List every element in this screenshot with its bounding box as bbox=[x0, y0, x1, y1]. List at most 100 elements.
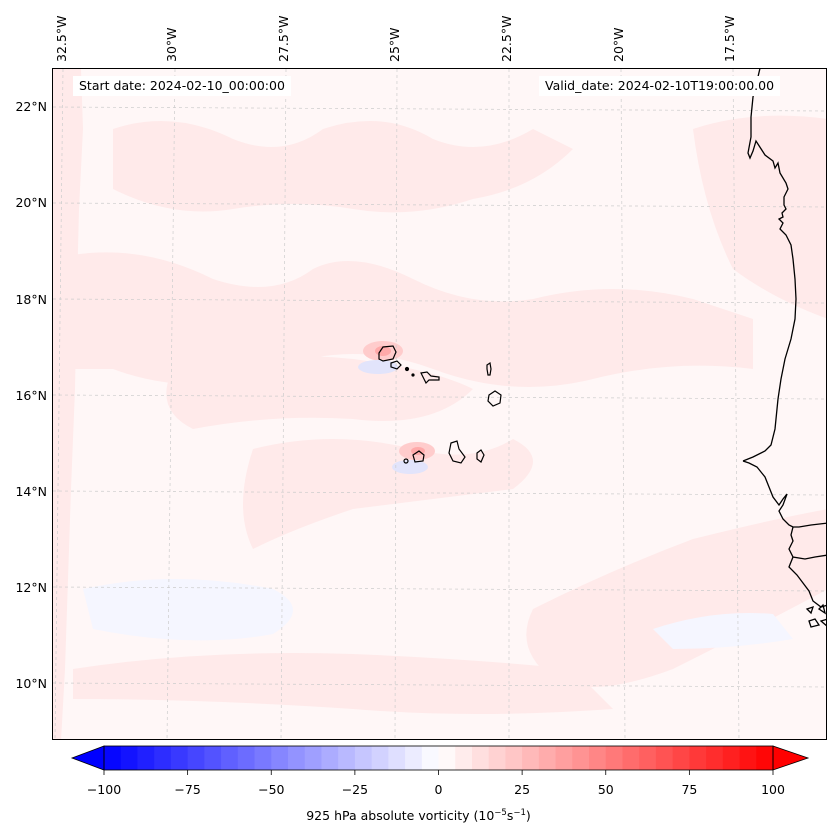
colorbar-bin bbox=[706, 746, 724, 770]
colorbar-bin bbox=[605, 746, 623, 770]
gridlines bbox=[53, 69, 826, 739]
colorbar-bin bbox=[555, 746, 573, 770]
colorbar-bin bbox=[538, 746, 557, 770]
colorbar-bin bbox=[287, 746, 306, 770]
lat-tick-label: 10°N bbox=[15, 676, 47, 691]
meridian bbox=[280, 69, 287, 739]
colorbar-bin bbox=[254, 746, 272, 770]
colorbar-extend-low bbox=[70, 745, 105, 771]
colorbar-bin bbox=[756, 746, 774, 770]
colorbar-bin bbox=[421, 746, 440, 770]
colorbar-tick-label: 75 bbox=[681, 782, 698, 797]
colorbar-bins bbox=[104, 746, 774, 770]
island-sao-vicente bbox=[390, 360, 402, 370]
colorbar-bin bbox=[271, 746, 289, 770]
colorbar-bin bbox=[471, 746, 490, 770]
contour-se-band bbox=[526, 509, 826, 687]
colorbar-tick-label: −75 bbox=[174, 782, 201, 797]
map-plot-area bbox=[52, 68, 827, 740]
island-boa-vista bbox=[487, 390, 502, 407]
coast-guinea-bissau bbox=[788, 556, 826, 608]
colorbar-bin bbox=[170, 746, 189, 770]
contour-mid-band bbox=[53, 252, 753, 387]
colorbar-bin bbox=[338, 746, 356, 770]
positive-vorticity-contours bbox=[53, 69, 826, 739]
colorbar-tick-label: 25 bbox=[514, 782, 531, 797]
colorbar-bin bbox=[304, 746, 322, 770]
colorbar-bin bbox=[739, 746, 757, 770]
colorbar-bin bbox=[455, 746, 473, 770]
colorbar-bin bbox=[589, 746, 607, 770]
island-santiago bbox=[448, 440, 466, 464]
colorbar-bin bbox=[187, 746, 205, 770]
island-santo-antao bbox=[378, 345, 397, 362]
lat-tick-label: 20°N bbox=[15, 195, 47, 210]
coast-gambia-guinea bbox=[788, 526, 826, 560]
lat-tick-label: 22°N bbox=[15, 99, 47, 114]
contour-coast-patch bbox=[693, 115, 826, 319]
vorticity-field bbox=[53, 69, 826, 739]
colorbar-bin bbox=[689, 746, 707, 770]
colorbar-bin bbox=[488, 746, 506, 770]
colorbar-bin bbox=[221, 746, 239, 770]
colorbar-tick-marks bbox=[103, 770, 774, 775]
colorbar-bin bbox=[572, 746, 590, 770]
meridian bbox=[620, 69, 626, 739]
colorbar-bin bbox=[104, 746, 122, 770]
colorbar-label: 925 hPa absolute vorticity (10−5s−1) bbox=[306, 808, 531, 824]
colorbar-bin bbox=[505, 746, 523, 770]
lon-tick-label: 17.5°W bbox=[722, 15, 737, 62]
lat-tick-label: 16°N bbox=[15, 388, 47, 403]
negative-vorticity-contours bbox=[83, 579, 793, 649]
coast-bijagos-islands bbox=[805, 603, 826, 628]
colorbar-bin bbox=[154, 746, 172, 770]
colorbar-tick-label: −100 bbox=[86, 782, 122, 797]
colorbar-tick-label: 0 bbox=[434, 782, 443, 797]
colorbar-bin bbox=[321, 746, 339, 770]
colorbar-extend-high bbox=[772, 745, 810, 771]
colorbar-bin bbox=[655, 746, 674, 770]
lon-tick-label: 32.5°W bbox=[54, 15, 69, 62]
colorbar-bin bbox=[405, 746, 423, 770]
colorbar-bin bbox=[237, 746, 256, 770]
colorbar-bin bbox=[522, 746, 540, 770]
cape-verde-islands bbox=[378, 345, 502, 464]
colorbar-bin bbox=[204, 746, 222, 770]
colorbar-bin bbox=[639, 746, 657, 770]
coast-senegal-dakar bbox=[742, 460, 826, 528]
island-sao-nicolau bbox=[420, 371, 440, 385]
start-date-label: Start date: 2024-02-10_00:00:00 bbox=[73, 76, 291, 96]
contour-sw-negative bbox=[83, 579, 293, 641]
contour-south-strip bbox=[73, 653, 613, 714]
meridian bbox=[732, 69, 740, 739]
island-razo bbox=[411, 373, 415, 377]
colorbar-bin bbox=[672, 746, 690, 770]
contour-east-negative bbox=[653, 613, 793, 649]
colorbar-bin bbox=[722, 746, 741, 770]
contour-nw-patch bbox=[113, 121, 573, 213]
coast-mauritania bbox=[742, 69, 797, 462]
lon-tick-label: 20°W bbox=[611, 27, 626, 62]
meridian bbox=[394, 69, 398, 739]
lat-tick-label: 14°N bbox=[15, 484, 47, 499]
colorbar-bin bbox=[354, 746, 373, 770]
negative-max-south bbox=[392, 460, 428, 474]
island-sal bbox=[486, 361, 492, 376]
colorbar-bin bbox=[371, 746, 389, 770]
colorbar-tick-label: 50 bbox=[597, 782, 614, 797]
lon-tick-label: 27.5°W bbox=[276, 15, 291, 62]
colorbar-bin bbox=[622, 746, 640, 770]
island-santa-luzia bbox=[404, 366, 410, 372]
lat-tick-label: 18°N bbox=[15, 292, 47, 307]
meridian bbox=[54, 69, 64, 739]
contour-west-band bbox=[53, 69, 83, 739]
colorbar-bin bbox=[388, 746, 406, 770]
island-brava bbox=[403, 458, 409, 464]
colorbar bbox=[70, 745, 810, 775]
lon-tick-label: 30°W bbox=[164, 27, 179, 62]
colorbar-tick-label: 100 bbox=[761, 782, 785, 797]
colorbar-tick-label: −25 bbox=[341, 782, 369, 797]
colorbar-bin bbox=[120, 746, 138, 770]
island-fogo bbox=[412, 450, 425, 463]
meridian bbox=[166, 69, 176, 739]
